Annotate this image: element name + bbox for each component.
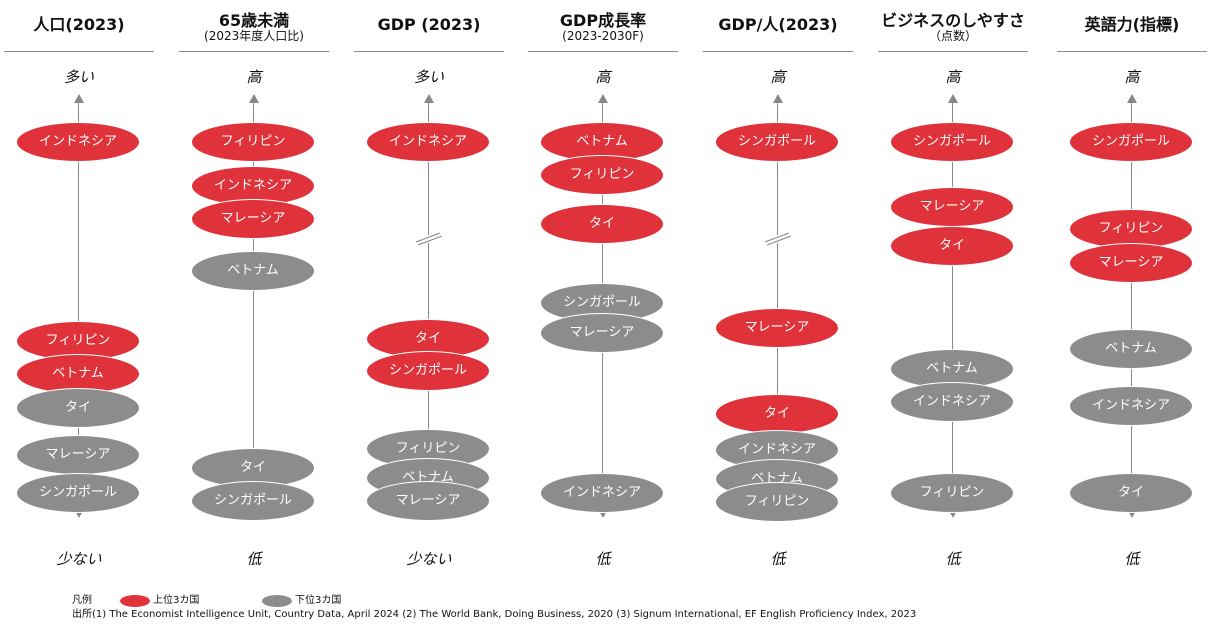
axis-bottom-label: 低 (595, 550, 611, 568)
arrow-up-icon (773, 94, 783, 103)
arrow-up-icon (598, 94, 608, 103)
country-badge: タイ (890, 226, 1014, 266)
country-badge: フィリピン (540, 155, 664, 195)
column-title: GDP/人(2023) (718, 15, 838, 34)
legend-top-label: 上位3カ国 (153, 595, 200, 606)
axis-top-label: 高 (770, 68, 786, 86)
legend-heading: 凡例 (72, 595, 92, 606)
axis-bottom-label: 少ない (406, 550, 452, 568)
axis-top-label: 高 (1124, 68, 1140, 86)
arrow-down-icon (74, 509, 84, 518)
axis-bottom-label: 低 (246, 550, 262, 568)
column-title: 65歳未満 (218, 11, 290, 30)
legend-top-swatch (120, 595, 150, 607)
country-badge: フィリピン (890, 473, 1014, 513)
column-title: 英語力(指標) (1084, 15, 1180, 34)
country-badge: フィリピン (16, 321, 140, 361)
legend-bottom-swatch (262, 595, 292, 607)
title-underline (878, 51, 1028, 52)
title-underline (1057, 51, 1207, 52)
country-badge: ベトナム (1069, 329, 1193, 369)
country-badge: タイ (16, 388, 140, 428)
country-badge: フィリピン (715, 482, 839, 522)
country-badge: インドネシア (540, 473, 664, 513)
legend-bottom-label: 下位3カ国 (295, 595, 342, 606)
country-badge: マレーシア (1069, 243, 1193, 283)
ranking-column: GDP (2023) 多い 少ない インドネシア タイ シンガポール フィリピン ベトナム マレ… (354, 0, 504, 633)
country-badge: シンガポール (366, 351, 490, 391)
ranking-column: 65歳未満 (2023年度人口比) 高低フィリピン インドネシア マレーシア ベトナム タイ… (179, 0, 329, 633)
title-underline (703, 51, 853, 52)
country-badge: インドネシア (16, 122, 140, 162)
axis-line (78, 102, 79, 512)
title-underline (179, 51, 329, 52)
country-badge: インドネシア (890, 382, 1014, 422)
column-title: 人口(2023) (33, 15, 125, 34)
country-badge: シンガポール (890, 122, 1014, 162)
axis-line (253, 102, 254, 512)
arrow-up-icon (1127, 94, 1137, 103)
axis-top-label: 高 (246, 68, 262, 86)
axis-top-label: 高 (595, 68, 611, 86)
country-badge: ベトナム (890, 349, 1014, 389)
title-underline (354, 51, 504, 52)
country-badge: マレーシア (366, 481, 490, 521)
country-badge: シンガポール (1069, 122, 1193, 162)
title-underline (4, 51, 154, 52)
country-badge: シンガポール (715, 122, 839, 162)
axis-bottom-label: 低 (770, 550, 786, 568)
arrow-up-icon (424, 94, 434, 103)
column-subtitle: (2023-2030F) (562, 29, 644, 43)
axis-bottom-label: 低 (1124, 550, 1140, 568)
ranking-column: ビジネスのしやすさ （点数） 高低 シンガポール マレーシア タイベトナム インドネシア フィ… (878, 0, 1028, 633)
axis-top-label: 多い (63, 68, 94, 86)
axis-break-icon (764, 232, 792, 246)
country-badge: マレーシア (540, 313, 664, 353)
country-badge: ベトナム (191, 251, 315, 291)
country-badge: マレーシア (191, 199, 315, 239)
axis-top-label: 多い (413, 68, 444, 86)
axis-break-icon (415, 232, 443, 246)
ranking-column: GDP/人(2023) 高低シンガポール マレーシア タイ インドネシア ベトナム フィリピ… (703, 0, 853, 633)
country-badge: マレーシア (16, 435, 140, 475)
axis-bottom-label: 少ない (56, 550, 102, 568)
country-badge: タイ (540, 204, 664, 244)
country-badge: タイ (715, 394, 839, 434)
country-badge: シンガポール (191, 481, 315, 521)
column-subtitle: (2023年度人口比) (204, 29, 304, 43)
title-underline (528, 51, 678, 52)
arrow-down-icon (1127, 509, 1137, 518)
arrow-down-icon (598, 509, 608, 518)
column-subtitle: （点数） (928, 29, 977, 43)
source-note: 出所(1) The Economist Intelligence Unit, C… (72, 609, 917, 620)
country-badge: インドネシア (1069, 386, 1193, 426)
ranking-column: 人口(2023) 多い 少ない インドネシア フィリピン ベトナム タイ マレーシア シンガポー… (4, 0, 154, 633)
column-title: GDP成長率 (559, 11, 647, 30)
country-badge: タイ (1069, 473, 1193, 513)
axis-top-label: 高 (945, 68, 961, 86)
arrow-up-icon (74, 94, 84, 103)
ranking-column: GDP成長率 (2023-2030F) 高低ベトナム フィリピン タイ シンガポール マレー… (528, 0, 678, 633)
column-title: ビジネスのしやすさ (881, 11, 1025, 30)
arrow-up-icon (948, 94, 958, 103)
country-badge: マレーシア (715, 308, 839, 348)
axis-line (1131, 102, 1132, 512)
axis-bottom-label: 低 (945, 550, 961, 568)
column-title: GDP (2023) (377, 15, 481, 34)
country-badge: シンガポール (16, 473, 140, 513)
axis-line (428, 102, 429, 512)
country-badge: フィリピン (191, 122, 315, 162)
country-badge: マレーシア (890, 187, 1014, 227)
ranking-column: 英語力(指標) 高低シンガポール フィリピン マレーシア ベトナム インドネシア タイ (1057, 0, 1207, 633)
arrow-up-icon (249, 94, 259, 103)
axis-line (777, 102, 778, 512)
axis-line (952, 102, 953, 512)
arrow-down-icon (948, 509, 958, 518)
country-badge: インドネシア (366, 122, 490, 162)
